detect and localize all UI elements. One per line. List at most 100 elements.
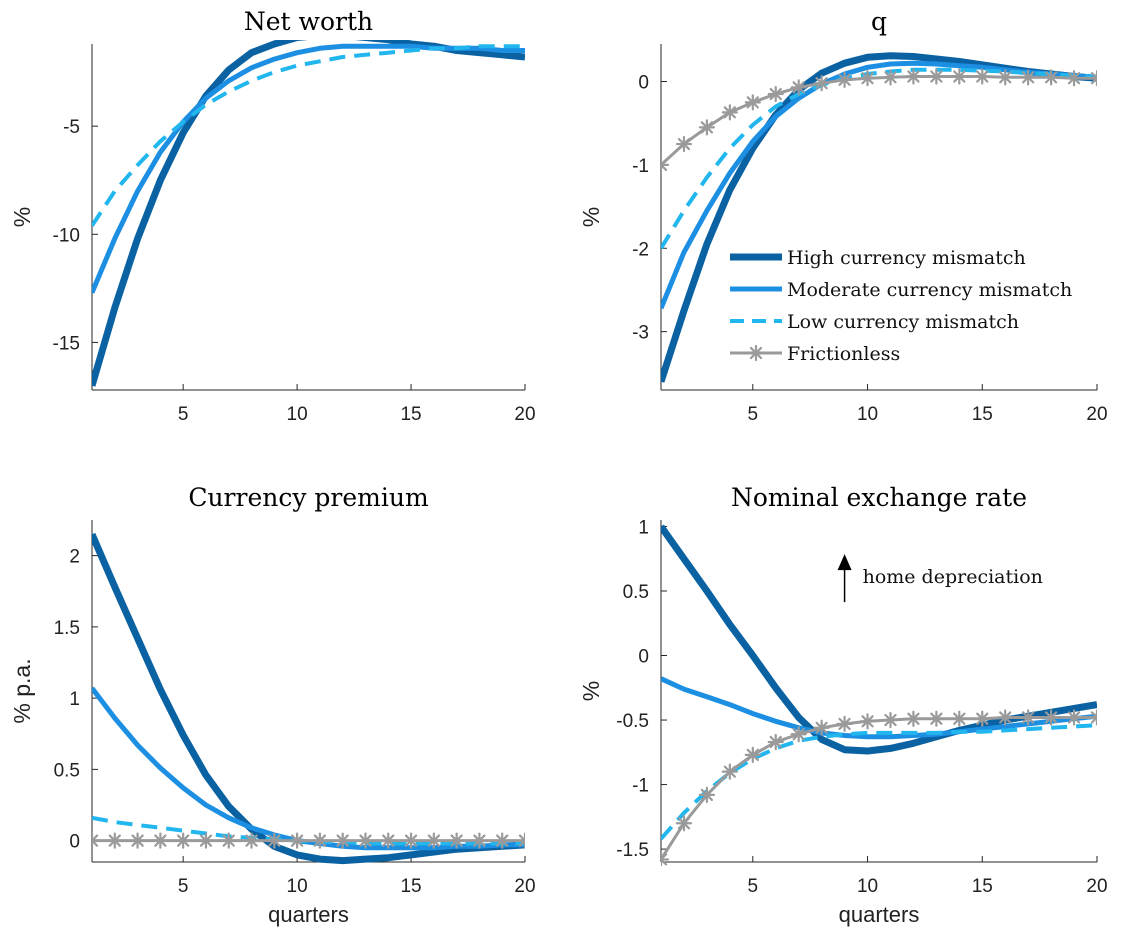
x-tick-label: 15 — [972, 404, 993, 425]
series-line-high — [92, 40, 525, 387]
data-point-frictionless — [129, 832, 146, 849]
panel-title: q — [871, 7, 887, 36]
data-point-frictionless — [1043, 69, 1060, 86]
y-axis-label: % p.a. — [9, 658, 35, 723]
y-tick-label: 1.5 — [54, 618, 80, 639]
series-line-low — [661, 67, 1097, 250]
panel-4: Nominal exchange rate 5 10 15 20 -1.5 -1 -0.5 0 0… — [578, 483, 1108, 927]
data-point-frictionless — [859, 713, 876, 730]
data-point-frictionless — [1065, 709, 1083, 726]
data-point-frictionless — [266, 832, 283, 849]
data-point-frictionless — [951, 68, 968, 85]
data-point-frictionless — [1088, 70, 1097, 87]
y-axis-label: % — [578, 207, 604, 227]
data-point-frictionless — [951, 710, 968, 727]
data-point-frictionless — [1043, 709, 1060, 726]
data-point-frictionless — [882, 69, 899, 86]
data-point-frictionless — [334, 832, 351, 849]
data-point-frictionless — [1088, 709, 1097, 726]
data-point-frictionless — [471, 832, 488, 849]
series-line-moderate — [661, 60, 1097, 310]
data-point-frictionless — [1065, 70, 1083, 87]
data-point-frictionless — [744, 746, 761, 763]
y-tick-label: -1.5 — [616, 840, 649, 861]
plot-area — [92, 532, 525, 865]
series-line-frictionless — [661, 75, 1097, 167]
data-point-frictionless — [92, 832, 101, 849]
panel-1: Net worth 5 10 15 20 -15 -10 -5% — [9, 7, 536, 425]
y-axis-label: % — [9, 207, 35, 227]
data-point-frictionless — [380, 832, 397, 849]
legend-label-low: Low currency mismatch — [787, 311, 1019, 333]
y-tick-label: 1 — [69, 689, 80, 710]
x-tick-label: 5 — [748, 876, 759, 897]
x-tick-label: 10 — [857, 404, 878, 425]
legend: High currency mismatch Moderate currency … — [730, 247, 1072, 365]
y-tick-label: -5 — [63, 117, 80, 138]
x-tick-label: 10 — [857, 876, 878, 897]
x-tick-label: 15 — [400, 404, 421, 425]
legend-label-high: High currency mismatch — [787, 247, 1026, 269]
data-point-frictionless — [905, 710, 922, 727]
series-line-low — [661, 723, 1097, 841]
y-tick-label: -0.5 — [616, 711, 649, 732]
x-axis-label: quarters — [839, 902, 920, 927]
y-tick-label: 0 — [638, 647, 649, 668]
data-point-frictionless — [1020, 709, 1037, 726]
x-tick-label: 10 — [287, 876, 308, 897]
y-tick-label: 1 — [638, 517, 649, 538]
data-point-frictionless — [974, 68, 991, 85]
annotation-text: home depreciation — [863, 566, 1043, 588]
y-tick-label: -15 — [53, 333, 80, 354]
x-tick-label: 5 — [178, 876, 189, 897]
data-point-frictionless — [1020, 69, 1037, 86]
panel-2: q 5 10 15 20 -3 -2 -1 0% High currency mismatch Mo… — [578, 7, 1108, 425]
data-point-frictionless — [402, 832, 420, 849]
x-tick-label: 20 — [1086, 404, 1107, 425]
x-tick-label: 15 — [400, 876, 421, 897]
data-point-frictionless — [220, 832, 237, 849]
x-tick-label: 5 — [178, 404, 189, 425]
data-point-frictionless — [661, 851, 670, 866]
y-axis-label: % — [578, 681, 604, 701]
legend-marker — [747, 344, 765, 362]
data-point-frictionless — [813, 719, 830, 736]
data-point-frictionless — [698, 786, 715, 803]
plot-area — [661, 52, 1097, 383]
series-line-moderate — [92, 686, 525, 851]
panel-title: Nominal exchange rate — [731, 483, 1027, 512]
data-point-frictionless — [243, 832, 260, 849]
data-point-frictionless — [859, 70, 876, 87]
data-point-frictionless — [425, 832, 442, 849]
data-point-frictionless — [675, 135, 693, 153]
data-point-frictionless — [175, 832, 192, 849]
data-point-frictionless — [661, 156, 670, 173]
data-point-frictionless — [448, 832, 465, 849]
data-point-frictionless — [721, 104, 738, 121]
y-tick-label: -1 — [632, 156, 649, 177]
x-tick-label: 20 — [514, 404, 535, 425]
y-tick-label: 2 — [69, 547, 80, 568]
data-point-frictionless — [905, 68, 922, 85]
annotation: home depreciation — [837, 554, 1043, 603]
x-tick-label: 15 — [972, 876, 993, 897]
data-point-frictionless — [152, 832, 169, 849]
data-point-frictionless — [767, 85, 784, 103]
data-point-frictionless — [997, 69, 1014, 86]
data-point-frictionless — [311, 832, 328, 849]
y-tick-label: -3 — [632, 323, 649, 344]
data-point-frictionless — [928, 68, 945, 85]
x-tick-label: 5 — [748, 404, 759, 425]
y-tick-label: -1 — [632, 776, 649, 797]
data-point-frictionless — [675, 815, 693, 832]
x-tick-label: 20 — [1086, 876, 1107, 897]
y-tick-label: -2 — [632, 239, 649, 260]
data-point-frictionless — [721, 763, 738, 780]
panel-title: Currency premium — [188, 483, 429, 512]
legend-label-frictionless: Frictionless — [787, 343, 900, 365]
legend-label-moderate: Moderate currency mismatch — [787, 279, 1072, 301]
y-tick-label: 0 — [638, 73, 649, 94]
series-line-low — [92, 44, 525, 227]
y-tick-label: -10 — [53, 225, 80, 246]
series-line-moderate — [661, 676, 1097, 740]
